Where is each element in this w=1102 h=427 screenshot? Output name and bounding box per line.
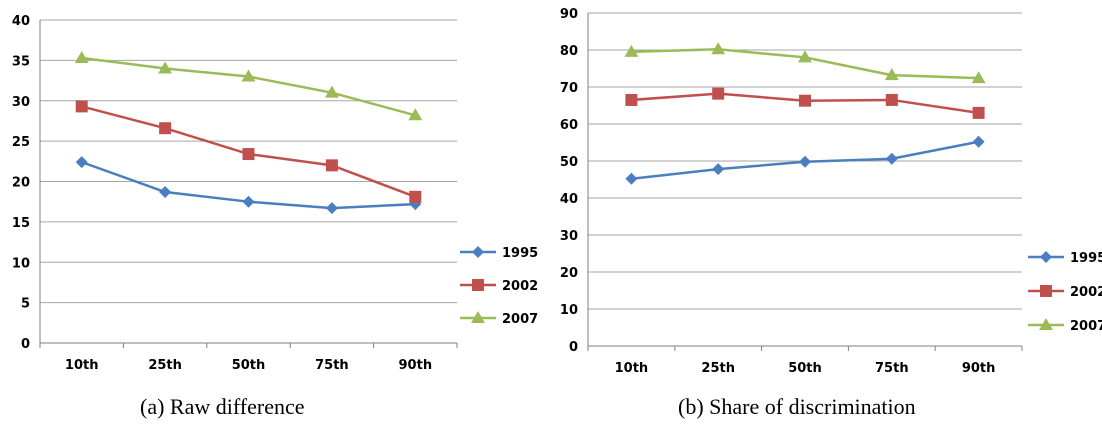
- legend-marker-2002: [1040, 285, 1052, 297]
- y-tick-label: 50: [560, 155, 578, 170]
- data-point-2002: [972, 106, 985, 119]
- x-tick-label: 50th: [788, 361, 822, 376]
- x-tick-label: 25th: [701, 361, 735, 376]
- data-point-2002: [409, 190, 422, 203]
- data-point-2002: [159, 122, 172, 135]
- data-point-1995: [972, 135, 985, 148]
- data-point-2007: [711, 42, 726, 55]
- y-tick-label: 15: [12, 216, 30, 231]
- data-point-2002: [712, 87, 725, 100]
- data-point-2007: [798, 50, 812, 63]
- x-tick-label: 90th: [962, 361, 996, 376]
- y-tick-label: 20: [12, 176, 30, 191]
- x-tick-label: 10th: [615, 361, 649, 376]
- data-point-1995: [159, 185, 172, 198]
- data-point-1995: [885, 152, 898, 165]
- data-point-2002: [885, 93, 898, 106]
- data-point-2002: [325, 159, 338, 172]
- data-point-1995: [625, 172, 638, 185]
- y-tick-label: 90: [560, 7, 578, 22]
- x-tick-label: 75th: [875, 361, 909, 376]
- y-tick-label: 40: [12, 14, 30, 29]
- y-tick-label: 10: [560, 303, 578, 318]
- legend-label-1995: 1995: [1070, 251, 1102, 266]
- x-tick-label: 90th: [399, 358, 433, 373]
- x-tick-label: 50th: [232, 358, 266, 373]
- y-tick-label: 70: [560, 81, 578, 96]
- y-tick-label: 25: [12, 135, 30, 150]
- legend-marker-1995: [1040, 251, 1052, 263]
- y-tick-label: 30: [12, 95, 30, 110]
- legend-marker-2002: [472, 279, 484, 291]
- y-tick-label: 35: [12, 54, 30, 69]
- data-point-1995: [325, 202, 338, 215]
- chart-raw-difference: 0 5 10 15 20 25 30 35 40 10th 25th 50th 75th 90th 1995…: [0, 0, 540, 427]
- data-point-2002: [799, 94, 811, 107]
- y-tick-label: 40: [560, 192, 578, 207]
- y-tick-label: 5: [21, 297, 30, 312]
- data-point-1995: [799, 155, 811, 168]
- data-point-2007: [971, 71, 986, 84]
- data-point-1995: [75, 156, 88, 169]
- legend-label-1995: 1995: [502, 246, 538, 261]
- y-tick-label: 0: [569, 340, 578, 355]
- data-point-1995: [712, 163, 725, 176]
- chart-raw-difference-plot: 0 5 10 15 20 25 30 35 40 10th 25th 50th 75th 90th 1995…: [12, 14, 538, 373]
- y-tick-label: 60: [560, 118, 578, 133]
- data-point-2007: [241, 69, 256, 82]
- data-point-2007: [884, 68, 899, 81]
- y-tick-label: 30: [560, 229, 578, 244]
- data-point-2007: [158, 61, 173, 74]
- legend-label-2007: 2007: [502, 312, 538, 327]
- chart-caption: (a) Raw difference: [140, 394, 305, 419]
- data-point-2002: [242, 148, 255, 161]
- y-tick-label: 80: [560, 44, 578, 59]
- data-point-2007: [624, 44, 639, 57]
- legend-label-2007: 2007: [1070, 319, 1102, 334]
- chart-share-of-discrimination-plot: 0 10 20 30 40 50 60 70 80 90 10th 25th 50th 75th 90th 1…: [560, 7, 1102, 376]
- data-point-2002: [625, 93, 638, 106]
- y-tick-label: 10: [12, 256, 30, 271]
- data-point-2002: [75, 100, 88, 113]
- series-line-2007: [81, 56, 416, 117]
- data-point-1995: [242, 195, 255, 208]
- y-tick-label: 20: [560, 266, 578, 281]
- x-tick-label: 25th: [148, 358, 182, 373]
- data-point-2007: [74, 50, 89, 63]
- legend-label-2002: 2002: [502, 279, 538, 294]
- data-point-2007: [324, 85, 339, 98]
- x-tick-label: 75th: [315, 358, 349, 373]
- x-tick-label: 10th: [65, 358, 99, 373]
- legend-marker-1995: [472, 246, 484, 258]
- legend-marker-2007: [471, 311, 485, 323]
- chart-share-of-discrimination: 0 10 20 30 40 50 60 70 80 90 10th 25th 50th 75th 90th 1…: [548, 0, 1102, 427]
- chart-caption: (b) Share of discrimination: [678, 394, 916, 419]
- legend-marker-2007: [1039, 318, 1053, 330]
- y-tick-label: 0: [21, 337, 30, 352]
- legend-label-2002: 2002: [1070, 285, 1102, 300]
- data-point-2007: [408, 108, 423, 121]
